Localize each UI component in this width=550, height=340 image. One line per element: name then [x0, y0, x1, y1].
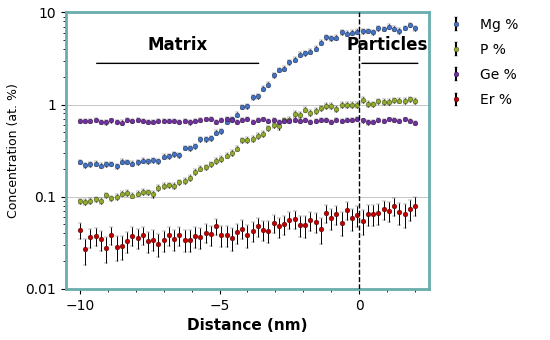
- Text: Matrix: Matrix: [147, 36, 208, 54]
- X-axis label: Distance (nm): Distance (nm): [187, 318, 308, 333]
- Legend: Mg %, P %, Ge %, Er %: Mg %, P %, Ge %, Er %: [433, 13, 524, 113]
- Y-axis label: Concentration (at. %): Concentration (at. %): [7, 83, 20, 218]
- Text: Particles: Particles: [346, 36, 428, 54]
